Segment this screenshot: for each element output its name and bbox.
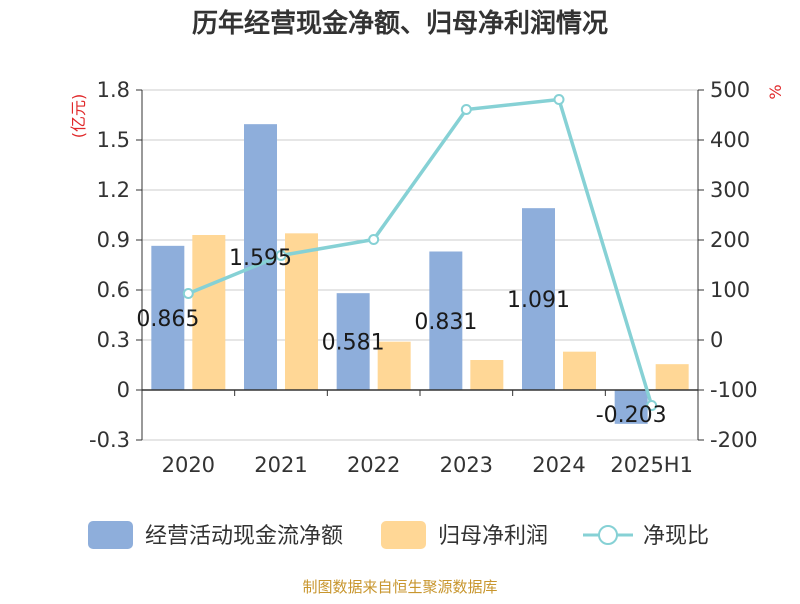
left-tick-label: 0.9: [97, 228, 130, 252]
x-category-label: 2023: [440, 453, 493, 477]
ratio-point: [646, 400, 658, 411]
legend-marker-ratio: [598, 525, 618, 545]
bar-net-profit: [470, 360, 504, 390]
left-tick-label: 0: [117, 378, 130, 402]
legend-swatch-cashflow: [88, 521, 133, 549]
left-tick-label: 0.6: [97, 278, 130, 302]
x-category-label: 2020: [162, 453, 215, 477]
gridlines: [142, 89, 698, 441]
cashflow-value-label: 1.091: [507, 288, 570, 313]
axes: -0.3 0 0.3 0.6 0.9 1.2 1.5 1.8 -200 -100 0 100 200 30…: [89, 78, 758, 477]
legend-swatch-net-profit: [381, 521, 426, 549]
bar-net-profit: [377, 341, 411, 390]
bar-net-profit: [563, 351, 596, 390]
left-tick-label: 1.2: [97, 178, 130, 202]
right-axis-unit: %: [766, 84, 785, 99]
legend-label-cashflow: 经营活动现金流净额: [145, 524, 343, 549]
right-tick-label: 500: [710, 78, 750, 102]
chart-title: 历年经营现金净额、归母净利润情况: [192, 8, 608, 39]
ratio-point: [275, 250, 287, 261]
legend-label-ratio: 净现比: [643, 524, 709, 549]
bar-net-profit: [192, 235, 226, 390]
cashflow-value-label: 1.595: [229, 246, 292, 271]
right-tick-label: 300: [710, 178, 750, 202]
source-note: 制图数据来自恒生聚源数据库: [302, 578, 497, 596]
left-tick-label: 0.3: [97, 328, 130, 352]
right-tick-label: 100: [710, 278, 750, 302]
cashflow-value-label: 0.865: [136, 307, 199, 332]
bars: [151, 124, 689, 424]
right-tick-label: -100: [710, 378, 758, 402]
x-category-label: 2022: [347, 453, 400, 477]
legend: 经营活动现金流净额 归母净利润 净现比: [88, 521, 709, 549]
bar-operating-cashflow: [244, 124, 277, 391]
ratio-line: [182, 94, 658, 411]
left-tick-label: -0.3: [89, 428, 130, 452]
ratio-point: [182, 288, 194, 299]
ratio-point: [460, 104, 472, 115]
right-tick-label: 400: [710, 128, 750, 152]
right-tick-label: 0: [710, 328, 723, 352]
right-tick-label: 200: [710, 228, 750, 252]
x-category-label: 2021: [254, 453, 307, 477]
right-tick-label: -200: [710, 428, 758, 452]
ratio-point: [553, 94, 565, 105]
bar-net-profit: [285, 233, 318, 390]
x-category-label: 2024: [532, 453, 585, 477]
bar-net-profit: [655, 364, 689, 390]
cashflow-value-label: 0.581: [322, 331, 385, 356]
left-tick-label: 1.5: [97, 128, 130, 152]
ratio-point: [368, 234, 380, 245]
data-labels: 0.865 1.595 0.581 0.831 1.091 -0.203: [136, 246, 666, 428]
left-tick-label: 1.8: [97, 78, 130, 102]
x-category-label: 2025H1: [610, 453, 693, 477]
bar-operating-cashflow: [336, 293, 370, 390]
bar-operating-cashflow: [614, 390, 648, 424]
left-axis-unit: (亿元): [69, 94, 88, 139]
bar-operating-cashflow: [429, 251, 463, 390]
bar-operating-cashflow: [151, 245, 185, 390]
ratio-line-path: [187, 97, 654, 407]
cashflow-value-label: -0.203: [596, 403, 667, 428]
cashflow-value-label: 0.831: [414, 310, 477, 335]
bar-operating-cashflow: [522, 208, 555, 390]
legend-label-net-profit: 归母净利润: [438, 524, 548, 549]
